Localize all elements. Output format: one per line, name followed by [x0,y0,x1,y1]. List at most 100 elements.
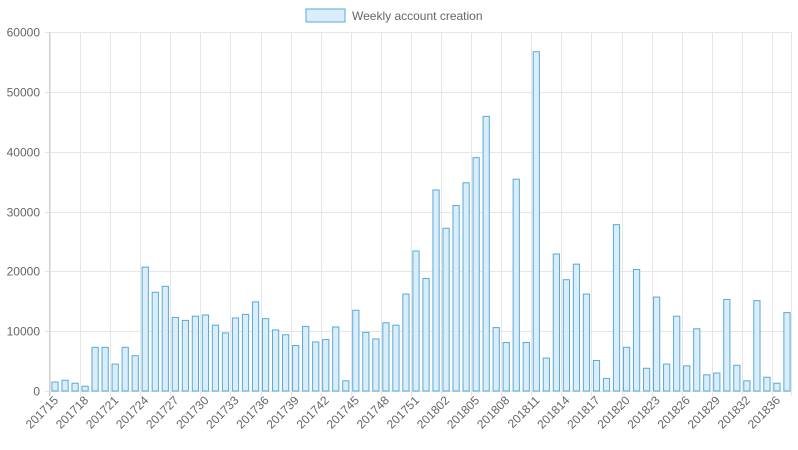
bar[interactable] [282,334,290,392]
bar[interactable] [482,115,490,392]
x-tick-label: 201721 [83,393,121,431]
bar[interactable] [191,315,199,392]
bar[interactable] [412,250,420,392]
bar[interactable] [532,51,540,392]
x-tick-label: 201823 [625,393,663,431]
bar[interactable] [733,364,741,392]
bar[interactable] [663,363,671,392]
x-tick-label: 201814 [534,393,572,431]
bar[interactable] [552,253,560,392]
bar[interactable] [592,359,601,392]
x-tick-label: 201832 [715,393,753,431]
bar[interactable] [492,327,500,392]
bar[interactable] [502,342,510,392]
bar[interactable] [302,325,310,392]
bar[interactable] [763,376,771,392]
bar[interactable] [362,331,370,392]
bar[interactable] [753,300,761,392]
bar[interactable] [602,377,611,392]
bar[interactable] [61,379,69,392]
legend[interactable]: Weekly account creation [305,8,483,23]
bar[interactable] [342,380,350,392]
bar[interactable] [71,382,79,392]
bar[interactable] [643,367,651,392]
bar[interactable] [562,279,571,392]
x-tick-label: 201715 [23,393,61,431]
bar[interactable] [312,341,320,392]
bar[interactable] [51,381,59,392]
bar[interactable] [171,316,179,392]
bar[interactable] [261,318,270,392]
x-tick-label: 201739 [264,393,302,431]
bar[interactable] [572,263,581,392]
bar[interactable] [472,157,480,392]
x-tick-label: 201727 [143,393,181,431]
y-tick-label: 40000 [7,146,41,160]
bar[interactable] [181,319,189,392]
bar[interactable] [582,293,591,392]
x-tick-label: 201724 [113,393,151,431]
bar[interactable] [332,326,340,392]
bar[interactable] [673,315,681,392]
bar[interactable] [452,205,460,392]
bar[interactable] [131,355,139,392]
bar[interactable] [101,346,109,392]
bar[interactable] [372,338,380,392]
bar[interactable] [622,346,631,392]
bar[interactable] [231,317,240,392]
y-tick-label: 60000 [7,26,41,40]
bar[interactable] [161,285,169,392]
x-tick-label: 201836 [745,393,783,431]
bar[interactable] [783,312,791,392]
bar[interactable] [121,346,129,392]
bar[interactable] [91,346,99,392]
x-tick-label: 201829 [685,393,723,431]
y-tick-label: 0 [33,385,40,399]
bar[interactable] [703,374,711,392]
bar[interactable] [382,322,390,392]
bar[interactable] [211,324,220,392]
x-tick-label: 201802 [414,393,452,431]
x-tick-label: 201826 [655,393,693,431]
bar[interactable] [632,269,641,392]
bar[interactable] [713,372,721,392]
x-tick-label: 201745 [324,393,362,431]
bar[interactable] [462,182,470,392]
bar[interactable] [723,298,731,392]
bar[interactable] [292,345,300,392]
bar[interactable] [111,363,119,392]
bar[interactable] [322,339,330,392]
bar[interactable] [251,301,260,392]
bar[interactable] [442,227,450,392]
bar[interactable] [422,278,430,392]
x-tick-label: 201748 [354,393,392,431]
bar[interactable] [402,293,410,392]
x-tick-label: 201751 [384,393,422,431]
bar[interactable] [693,328,701,392]
x-tick-label: 201808 [474,393,512,431]
bar[interactable] [241,313,250,392]
bar[interactable] [612,224,621,392]
x-tick-label: 201733 [203,393,241,431]
bar[interactable] [81,385,89,392]
grid-lines [45,32,792,396]
bar[interactable] [512,178,520,392]
bar[interactable] [432,189,440,392]
y-tick-label: 30000 [7,206,41,220]
bar[interactable] [352,309,360,392]
x-axis: 2017152017182017212017242017272017302017… [23,393,783,431]
bar[interactable] [221,332,230,392]
bar[interactable] [683,365,691,392]
bar[interactable] [392,324,400,392]
y-tick-label: 50000 [7,86,41,100]
bar[interactable] [151,291,159,392]
bar[interactable] [773,382,781,392]
bar[interactable] [743,380,751,392]
bar[interactable] [542,357,550,392]
bar[interactable] [201,314,210,392]
bar[interactable] [522,342,530,392]
bar[interactable] [272,329,280,392]
bar[interactable] [141,266,149,392]
legend-label: Weekly account creation [352,9,483,23]
bar[interactable] [653,296,661,392]
